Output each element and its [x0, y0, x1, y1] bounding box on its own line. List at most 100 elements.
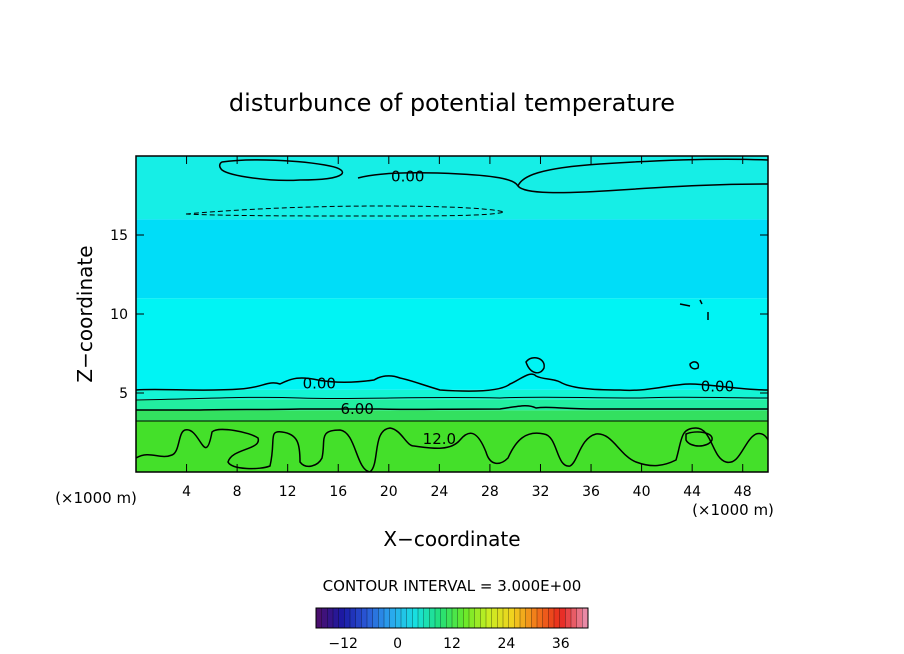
contour-lines [136, 158, 768, 472]
colorbar-cell-2 [327, 608, 334, 628]
colorbar-cell-44 [565, 608, 572, 628]
colorbar-tick-label-1: 0 [393, 636, 402, 652]
y-axis-ticks: 5 10 15 [110, 228, 768, 402]
colorbar-cell-31 [491, 608, 498, 628]
contour-line-3 [136, 396, 768, 401]
contour-line-0-island-a [525, 357, 545, 374]
colorbar-cell-1 [321, 608, 328, 628]
x-tick-label-10: 44 [683, 484, 701, 500]
colorbar-cell-45 [571, 608, 577, 628]
x-tick-label-8: 36 [582, 484, 600, 500]
colorbar-cell-11 [378, 608, 385, 628]
colorbar-cell-41 [548, 608, 555, 628]
colorbar-cell-18 [418, 608, 424, 628]
contour-interval-text: CONTOUR INTERVAL = 3.000E+00 [323, 577, 582, 595]
contour-label-4: 12.0 [423, 430, 456, 448]
contour-line-12-island [685, 431, 713, 447]
x-axis-label: X−coordinate [383, 527, 520, 551]
y-tick-label-1: 10 [110, 307, 128, 323]
colorbar-cell-7 [355, 608, 362, 628]
colorbar-cell-32 [497, 608, 504, 628]
colorbar-cell-42 [554, 608, 560, 628]
contour-label-2: 0.00 [701, 378, 734, 396]
contour-layer-6 [136, 156, 768, 220]
colorbar-cell-26 [463, 608, 470, 628]
y-tick-label-2: 15 [110, 228, 128, 244]
colorbar-cell-5 [344, 608, 351, 628]
y-axis-label: Z−coordinate [73, 245, 97, 382]
colorbar-cell-10 [372, 608, 379, 628]
colorbar-labels: −12 0 12 24 36 [328, 636, 569, 652]
colorbar-cell-9 [367, 608, 373, 628]
x-tick-label-6: 28 [481, 484, 499, 500]
colorbar-cell-35 [514, 608, 521, 628]
colorbar-frame [315, 607, 589, 629]
colorbar-cell-43 [559, 608, 566, 628]
contour-layer-4 [136, 298, 768, 390]
colorbar-cell-19 [423, 608, 430, 628]
colorbar-cell-21 [435, 608, 441, 628]
y-tick-label-0: 5 [119, 386, 128, 402]
colorbar-cell-46 [576, 608, 583, 628]
colorbar-cell-36 [520, 608, 526, 628]
chart-title: disturbunce of potential temperature [229, 89, 675, 117]
colorbar-cell-25 [457, 608, 464, 628]
x-tick-label-5: 24 [430, 484, 448, 500]
colorbar-tick-label-2: 12 [443, 636, 461, 652]
colorbar-tick-label-4: 36 [552, 636, 570, 652]
colorbar-cell-30 [486, 608, 492, 628]
colorbar-cell-14 [395, 608, 402, 628]
x-tick-label-3: 16 [329, 484, 347, 500]
colorbar-tick-label-0: −12 [328, 636, 358, 652]
colorbar-cell-13 [389, 608, 396, 628]
contour-line-0-island-c [679, 299, 709, 320]
colorbar-cell-39 [537, 608, 543, 628]
x-tick-label-7: 32 [532, 484, 550, 500]
colorbar-cell-12 [384, 608, 390, 628]
contour-layer-5 [136, 219, 768, 299]
contour-line-0-island-b [689, 361, 700, 370]
x-axis-ticks: 4 8 12 16 20 24 28 32 36 40 44 48 [182, 156, 752, 500]
colorbar-cell-24 [452, 608, 458, 628]
contour-label-0: 0.00 [391, 168, 424, 186]
contour-layer-3 [136, 389, 768, 400]
colorbar-cell-0 [316, 608, 322, 628]
colorbar [315, 608, 589, 628]
contour-line-0-low [136, 373, 768, 392]
x-tick-label-0: 4 [182, 484, 191, 500]
colorbar-cell-27 [469, 608, 475, 628]
colorbar-cell-40 [542, 608, 549, 628]
colorbar-cell-22 [440, 608, 447, 628]
contour-label-3: 6.00 [340, 400, 373, 418]
colorbar-tick-label-3: 24 [497, 636, 515, 652]
contour-line-negative [185, 205, 506, 217]
colorbar-cell-3 [333, 608, 339, 628]
contour-line-6 [136, 405, 768, 411]
colorbar-cell-33 [503, 608, 509, 628]
contour-line-0-top [218, 159, 343, 182]
colorbar-cell-15 [401, 608, 407, 628]
x-tick-label-2: 12 [279, 484, 297, 500]
colorbar-cell-37 [525, 608, 532, 628]
colorbar-cell-17 [412, 608, 419, 628]
colorbar-cell-23 [446, 608, 453, 628]
contour-layer-2 [136, 399, 768, 411]
colorbar-cell-16 [406, 608, 413, 628]
filled-contour-layers [136, 156, 768, 472]
contour-label-1: 0.00 [303, 375, 336, 393]
x-tick-label-9: 40 [633, 484, 651, 500]
x-tick-label-4: 20 [380, 484, 398, 500]
colorbar-cell-34 [508, 608, 515, 628]
x-tick-label-1: 8 [233, 484, 242, 500]
contour-layer-0 [136, 421, 768, 472]
colorbar-cell-38 [531, 608, 538, 628]
x-tick-label-11: 48 [734, 484, 752, 500]
colorbar-cell-28 [474, 608, 481, 628]
x-unit-left: (×1000 m) [55, 489, 137, 507]
colorbar-cell-8 [361, 608, 368, 628]
colorbar-cell-6 [350, 608, 356, 628]
colorbar-cell-20 [429, 608, 436, 628]
